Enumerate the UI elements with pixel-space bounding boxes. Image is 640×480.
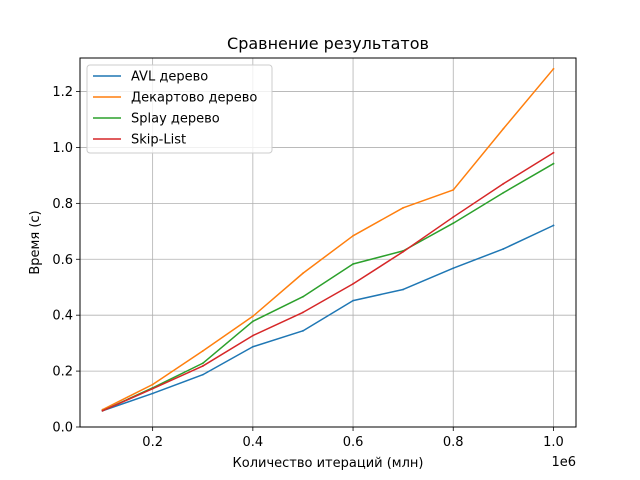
legend-label: Декартово дерево — [131, 91, 257, 106]
data-point — [251, 334, 254, 337]
data-point — [552, 151, 555, 154]
x-axis-offset-label: 1e6 — [551, 455, 576, 470]
series-line-2 — [101, 67, 555, 411]
x-tick-label: 0.4 — [243, 435, 264, 450]
data-point — [352, 299, 354, 302]
y-tick-label: 0.4 — [52, 309, 73, 324]
x-tick-label: 0.2 — [142, 435, 163, 450]
data-point — [251, 320, 254, 323]
series-lines — [101, 67, 555, 412]
y-tick-label: 0.8 — [52, 197, 73, 212]
y-tick-label: 0.6 — [52, 253, 73, 268]
data-point — [502, 248, 505, 250]
data-point — [101, 409, 104, 412]
x-tick-label: 0.6 — [343, 435, 364, 450]
legend-entries: AVL дерево Декартово дерево Splay дерево Sk… — [93, 70, 257, 148]
data-point — [302, 311, 304, 314]
y-axis-label: Время (с) — [28, 210, 43, 274]
data-point — [452, 189, 455, 191]
data-point — [552, 224, 555, 227]
series-line-4 — [101, 151, 555, 412]
grid — [80, 58, 576, 428]
y-tick-label: 0.2 — [52, 365, 73, 380]
legend: AVL дерево Декартово дерево Splay дерево Sk… — [86, 64, 273, 154]
y-tick-label: 1.0 — [52, 141, 73, 156]
legend-box — [86, 64, 273, 154]
legend-label: Skip-List — [131, 133, 186, 148]
data-point — [151, 387, 154, 390]
plot-frame — [79, 57, 577, 428]
data-point — [302, 329, 304, 332]
data-point — [151, 392, 154, 395]
data-point — [201, 365, 204, 367]
y-axis: 0.0 0.2 0.4 0.6 0.8 1.0 1.2 — [52, 85, 80, 436]
data-point — [452, 222, 455, 225]
legend-label: Splay дерево — [131, 112, 220, 127]
data-point — [402, 206, 405, 209]
data-point — [502, 127, 505, 130]
data-point — [352, 263, 354, 265]
data-point — [302, 295, 304, 298]
data-point — [302, 272, 304, 275]
y-tick-label: 0.0 — [52, 421, 73, 436]
data-point — [452, 216, 455, 218]
x-tick-label: 0.8 — [443, 435, 464, 450]
data-point — [352, 234, 354, 237]
data-point — [552, 68, 555, 70]
data-point — [402, 288, 405, 291]
series-line-3 — [101, 162, 555, 412]
legend-label: AVL дерево — [131, 70, 208, 85]
data-point — [201, 373, 204, 376]
data-point — [502, 182, 505, 185]
data-point — [452, 267, 455, 270]
data-point — [151, 383, 154, 386]
x-axis-label: Количество итераций (млн) — [233, 456, 424, 471]
data-point — [201, 350, 204, 352]
data-point — [352, 282, 354, 285]
series-line-1 — [101, 224, 555, 412]
data-point — [552, 162, 555, 165]
chart-title: Сравнение результатов — [227, 34, 429, 53]
data-point — [201, 362, 204, 365]
data-point — [251, 345, 254, 348]
x-tick-label: 1.0 — [543, 435, 564, 450]
y-tick-label: 1.2 — [52, 85, 73, 100]
data-point — [502, 191, 505, 194]
data-point — [402, 250, 405, 253]
data-point — [251, 315, 254, 318]
x-axis: 0.2 0.4 0.6 0.8 1.0 — [142, 427, 564, 450]
